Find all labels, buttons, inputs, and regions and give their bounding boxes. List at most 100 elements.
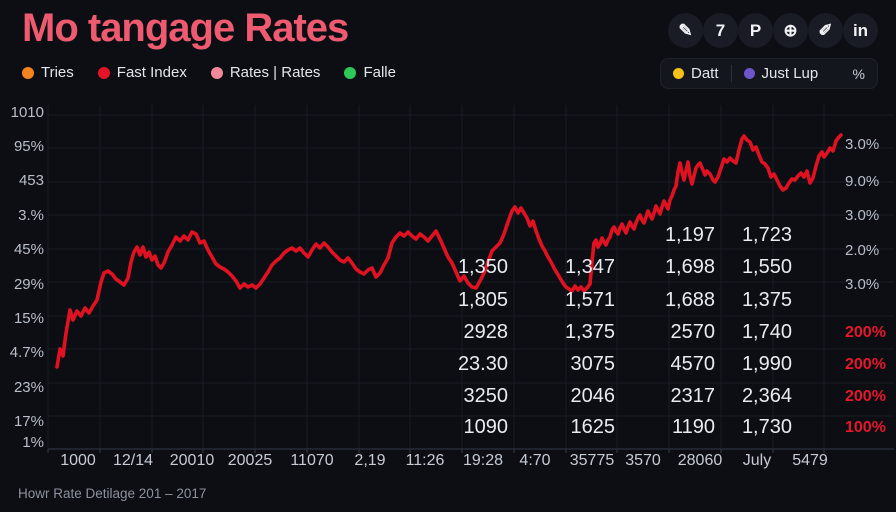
y-left-tick-label: 17% (13, 413, 44, 430)
table-cell: 1,197 (664, 224, 715, 246)
x-tick-label: 5479 (792, 452, 828, 469)
y-left-tick-label: 15% (13, 310, 44, 327)
table-cell: 1,375 (741, 289, 792, 311)
chart-legend: Tries Fast Index Rates | Rates Falle (22, 64, 396, 81)
linkedin-icon: in (852, 20, 869, 40)
table-cell: 1,698 (664, 256, 715, 278)
chart-caption: Howr Rate Detilage 201 – 2017 (18, 486, 207, 501)
filter-pill: Datt Just Lup% (660, 58, 878, 89)
y-left-tick-label: 453 (18, 172, 44, 189)
table-cell: 2570 (670, 321, 716, 343)
x-tick-label: 3570 (625, 452, 661, 469)
pill-divider (730, 65, 732, 82)
legend-item-rates-rates[interactable]: Rates | Rates (210, 64, 321, 81)
y-left-tick-label: 23% (13, 379, 44, 396)
legend-item-label: Rates | Rates (229, 64, 321, 81)
pill-item-label: Datt (691, 65, 719, 82)
y-left-tick-label: 3.% (18, 207, 44, 224)
legend-item-falle[interactable]: Falle (344, 64, 396, 81)
table-cell: 1190 (671, 416, 715, 438)
table-cell: 2046 (570, 385, 616, 407)
table-cell: 1,730 (741, 416, 792, 438)
x-tick-label: 20025 (227, 452, 273, 469)
x-tick-label: 4:70 (519, 452, 551, 469)
y-right-tick-label: 3.0% (845, 276, 880, 293)
x-tick-label: 2,19 (354, 452, 386, 469)
y-right-tick-label: 3.0% (845, 207, 880, 224)
x-tick-label: 11:26 (405, 452, 445, 469)
y-left-tick-label: 29% (13, 276, 44, 293)
y-right-tick-label: 9.0% (845, 173, 880, 190)
table-cell: 2,364 (741, 385, 792, 407)
table-cell: 3250 (463, 385, 509, 407)
grid-lines (47, 105, 894, 453)
y-right-tick-label: 200% (845, 356, 886, 373)
legend-item-label: Tries (41, 64, 74, 81)
linkedin-button[interactable]: in (843, 13, 878, 48)
legend-dot-icon (344, 66, 357, 79)
x-tick-label: 1000 (60, 452, 96, 469)
y-left-tick-label: 1% (22, 434, 44, 451)
y-right-tick-label: 200% (845, 388, 886, 405)
legend-item-label: Falle (363, 64, 396, 81)
globe-icon: ⊕ (783, 20, 798, 40)
table-cell: 1,990 (741, 353, 792, 375)
table-cell: 2928 (463, 321, 509, 343)
legend-dot-icon (97, 66, 110, 79)
p-button[interactable]: P (738, 13, 773, 48)
y-right-tick-label: 3.0% (845, 136, 880, 153)
pill-dot-icon (673, 68, 684, 79)
seven-icon: 7 (715, 20, 726, 40)
x-tick-label: 20010 (169, 452, 215, 469)
table-cell: 1,347 (564, 256, 615, 278)
table-cell: 1,350 (457, 256, 508, 278)
legend-dot-icon (22, 66, 34, 79)
y-left-tick-label: 1010 (10, 104, 44, 121)
legend-dot-icon (210, 66, 223, 79)
x-tick-label: 35775 (569, 452, 615, 469)
pen-line-icon: ✐ (818, 20, 833, 40)
pen-line-button[interactable]: ✐ (808, 13, 843, 48)
pill-dot-icon (743, 68, 755, 79)
x-tick-label: 11070 (290, 452, 334, 469)
pencil-button[interactable]: ✎ (668, 13, 703, 48)
y-right-tick-label: 2.0% (845, 242, 880, 259)
table-cell: 1625 (570, 416, 616, 438)
y-left-tick-label: 45% (13, 241, 44, 258)
seven-button[interactable]: 7 (703, 13, 738, 48)
pill-item-label: Just Lup (761, 65, 819, 82)
pencil-icon: ✎ (678, 20, 693, 40)
x-tick-label: 28060 (677, 452, 723, 469)
table-cell: 4570 (670, 353, 716, 375)
percent-icon[interactable]: % (852, 65, 865, 82)
table-cell: 1090 (463, 416, 509, 438)
legend-item-tries[interactable]: Tries (22, 64, 74, 81)
series-line-fast-index (55, 133, 843, 369)
table-cell: 1,571 (564, 289, 615, 311)
table-cell: 1,688 (664, 289, 715, 311)
pill-item-datt[interactable]: Datt (673, 65, 719, 82)
table-cell: 1,550 (741, 256, 792, 278)
y-right-tick-label: 200% (845, 324, 886, 341)
y-left-tick-label: 95% (13, 138, 44, 155)
y-left-tick-label: 4.7% (9, 344, 44, 361)
x-tick-label: 19:28 (462, 452, 504, 469)
globe-button[interactable]: ⊕ (773, 13, 808, 48)
page-title: Mo tangage Rates (22, 6, 349, 50)
pill-item-just-lup[interactable]: Just Lup (743, 65, 819, 82)
table-cell: 23.30 (457, 353, 508, 375)
x-tick-label: July (742, 452, 772, 469)
table-cell: 2317 (670, 385, 716, 407)
table-cell: 1,375 (564, 321, 615, 343)
legend-item-label: Fast Index (116, 64, 187, 81)
table-cell: 1,740 (741, 321, 792, 343)
y-right-tick-label: 100% (845, 419, 886, 436)
p-icon: P (749, 20, 762, 40)
toolbar: ✎ 7 P ⊕ ✐ in (668, 13, 878, 48)
x-tick-label: 12/14 (112, 452, 154, 469)
table-cell: 1,723 (741, 224, 792, 246)
legend-item-fast-index[interactable]: Fast Index (97, 64, 187, 81)
table-cell: 3075 (570, 353, 616, 375)
